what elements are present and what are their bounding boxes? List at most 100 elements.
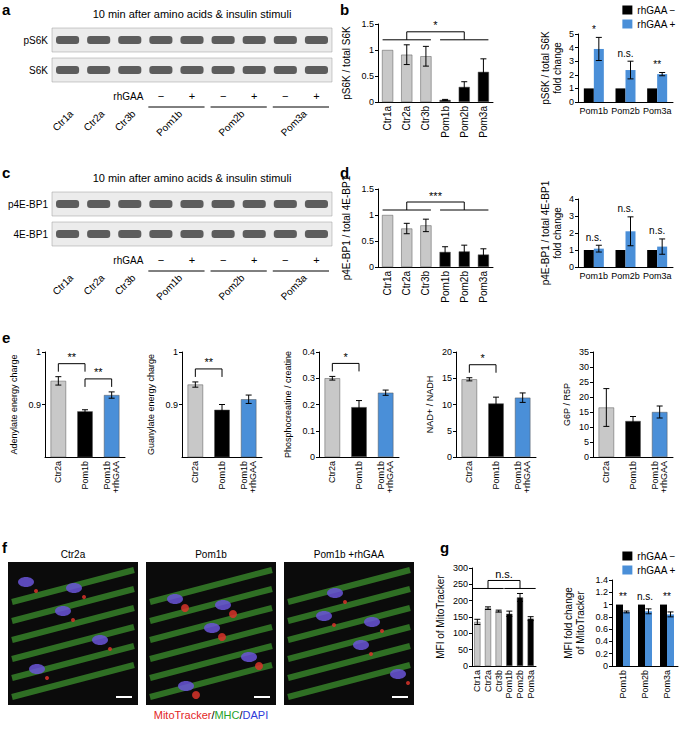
svg-text:Pom1b: Pom1b (440, 271, 451, 303)
svg-text:0.2: 0.2 (595, 649, 608, 659)
svg-text:Ctr2a: Ctr2a (190, 461, 200, 483)
svg-text:0: 0 (569, 262, 574, 272)
svg-text:200: 200 (453, 596, 468, 606)
svg-text:0: 0 (584, 452, 589, 462)
svg-text:1: 1 (569, 245, 574, 255)
svg-text:1.5: 1.5 (361, 19, 374, 29)
svg-text:DAPI: DAPI (243, 709, 269, 721)
svg-text:0.3: 0.3 (302, 373, 315, 383)
svg-text:3: 3 (569, 56, 574, 66)
svg-text:Ctr1a: Ctr1a (472, 670, 482, 692)
svg-text:n.s.: n.s. (495, 568, 513, 580)
svg-text:e: e (2, 329, 10, 346)
svg-text:0: 0 (447, 452, 452, 462)
svg-text:20: 20 (442, 347, 452, 357)
svg-text:−: − (158, 90, 164, 102)
svg-text:Pom1b: Pom1b (618, 670, 628, 699)
svg-text:Pom3a: Pom3a (643, 271, 672, 281)
svg-text:0.5: 0.5 (361, 71, 374, 81)
svg-text:1: 1 (173, 347, 178, 357)
svg-text:*: * (433, 19, 438, 31)
svg-text:+: + (189, 254, 195, 266)
svg-text:1.4: 1.4 (595, 575, 608, 585)
svg-text:Pom2b: Pom2b (611, 106, 640, 116)
svg-text:Pom3a: Pom3a (643, 106, 672, 116)
svg-text:Pom3a: Pom3a (478, 271, 489, 303)
svg-text:−: − (282, 254, 288, 266)
svg-text:Pom1b: Pom1b (154, 272, 184, 302)
svg-text:5: 5 (569, 29, 574, 39)
svg-text:0.9: 0.9 (165, 400, 178, 410)
svg-text:Ctr2a: Ctr2a (61, 549, 86, 560)
svg-text:rhGAA −: rhGAA − (637, 5, 675, 16)
svg-text:3: 3 (569, 211, 574, 221)
svg-text:rhGAA +: rhGAA + (637, 565, 675, 576)
svg-text:n.s.: n.s. (617, 203, 633, 214)
svg-text:30: 30 (579, 362, 589, 372)
svg-text:0: 0 (369, 97, 374, 107)
svg-text:2: 2 (569, 228, 574, 238)
svg-text:Pom3a: Pom3a (279, 272, 309, 302)
svg-text:MFI fold change: MFI fold change (563, 587, 574, 659)
svg-text:0.4: 0.4 (302, 347, 315, 357)
svg-text:+rhGAA: +rhGAA (111, 461, 121, 493)
svg-text:Pom1b: Pom1b (491, 461, 501, 490)
svg-text:*: * (481, 352, 486, 364)
svg-text:Pom2b: Pom2b (515, 670, 525, 699)
svg-text:MHC: MHC (214, 709, 239, 721)
svg-text:Ctr2a: Ctr2a (327, 461, 337, 483)
svg-text:n.s.: n.s. (586, 232, 602, 243)
svg-text:0: 0 (569, 97, 574, 107)
svg-text:10 min after amino acids & ins: 10 min after amino acids & insulin stimu… (93, 8, 292, 20)
svg-text:0: 0 (310, 452, 315, 462)
svg-text:Ctr2a: Ctr2a (82, 108, 107, 133)
svg-text:**: ** (67, 351, 76, 363)
svg-text:0.8: 0.8 (595, 612, 608, 622)
svg-text:rhGAA +: rhGAA + (637, 19, 675, 30)
svg-text:10 min after amino acids & ins: 10 min after amino acids & insulin stimu… (93, 172, 292, 184)
svg-text:Ctr2a: Ctr2a (464, 461, 474, 483)
svg-text:2: 2 (569, 70, 574, 80)
svg-text:Pom1b: Pom1b (504, 670, 514, 699)
svg-text:c: c (2, 164, 10, 181)
svg-text:0.2: 0.2 (302, 400, 315, 410)
svg-text:5: 5 (584, 437, 589, 447)
svg-text:0: 0 (603, 661, 608, 671)
svg-text:−: − (282, 90, 288, 102)
svg-text:Pom2b: Pom2b (611, 271, 640, 281)
svg-text:fold change: fold change (552, 207, 563, 259)
svg-text:**: ** (663, 591, 671, 602)
svg-text:25: 25 (579, 377, 589, 387)
svg-text:−: − (220, 90, 226, 102)
svg-text:rhGAA: rhGAA (113, 255, 143, 266)
svg-text:**: ** (619, 591, 627, 602)
svg-text:Pom1b: Pom1b (440, 106, 451, 138)
svg-text:50: 50 (458, 645, 468, 655)
svg-text:250: 250 (453, 579, 468, 589)
svg-text:+: + (251, 90, 257, 102)
svg-text:4: 4 (569, 194, 574, 204)
svg-text:of MitoTracker: of MitoTracker (575, 591, 586, 655)
svg-text:Pom3a: Pom3a (478, 106, 489, 138)
svg-text:Pom1b: Pom1b (195, 549, 227, 560)
svg-text:Pom1b +rhGAA: Pom1b +rhGAA (314, 549, 385, 560)
svg-text:p4E-BP1 / total 4E-BP1: p4E-BP1 / total 4E-BP1 (341, 175, 352, 280)
svg-text:1: 1 (369, 45, 374, 55)
svg-text:Pom1b: Pom1b (580, 106, 609, 116)
svg-text:MitoTracker: MitoTracker (154, 709, 212, 721)
svg-text:Ctr2a: Ctr2a (53, 461, 63, 483)
svg-text:Pom2b: Pom2b (640, 670, 650, 699)
svg-text:100: 100 (453, 628, 468, 638)
svg-text:Ctr3b: Ctr3b (494, 670, 504, 692)
svg-text:+: + (251, 254, 257, 266)
svg-text:0.5: 0.5 (361, 236, 374, 246)
svg-text:Ctr1a: Ctr1a (382, 271, 393, 296)
svg-text:1.2: 1.2 (595, 587, 608, 597)
svg-text:300: 300 (453, 563, 468, 573)
svg-text:G6P / R5P: G6P / R5P (562, 383, 572, 426)
svg-text:MFI of MitoTracker: MFI of MitoTracker (435, 575, 446, 659)
svg-text:**: ** (94, 366, 103, 378)
svg-text:4E-BP1: 4E-BP1 (14, 229, 49, 240)
svg-text:+rhGAA: +rhGAA (248, 461, 258, 493)
svg-text:1: 1 (369, 210, 374, 220)
